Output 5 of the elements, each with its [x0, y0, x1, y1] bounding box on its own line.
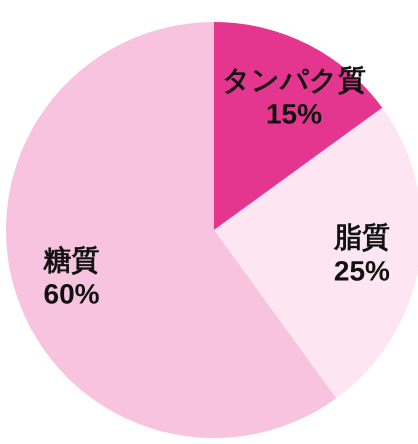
- data-label: 60%: [44, 278, 100, 310]
- slice-label: 糖質: [42, 244, 100, 276]
- data-label: 15%: [266, 98, 322, 130]
- data-label: 25%: [334, 255, 390, 286]
- slice-label: 脂質: [332, 221, 390, 252]
